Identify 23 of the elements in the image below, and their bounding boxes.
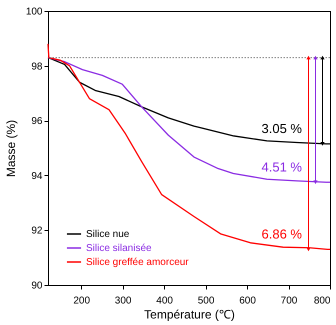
y-tick-label: 90: [31, 280, 43, 292]
legend-label: Silice greffée amorceur: [86, 257, 190, 268]
legend-label: Silice silanisée: [86, 243, 152, 254]
annotation: 4.51 %: [262, 159, 302, 174]
y-axis-title: Masse (%): [4, 120, 18, 178]
y-tick-label: 94: [31, 170, 43, 182]
x-tick-label: 500: [198, 296, 215, 306]
annotation: 6.86 %: [262, 226, 302, 242]
line-series: [47, 43, 331, 252]
y-tick-label: 92: [31, 226, 43, 237]
y-tick-label: 96: [31, 116, 43, 128]
x-tick-label: 300: [114, 296, 132, 306]
x-tick-label: 700: [280, 296, 298, 306]
y-tick-label: 100: [26, 6, 43, 18]
x-axis-title: Température (℃): [144, 308, 235, 322]
x-tick-label: 400: [156, 296, 174, 306]
x-tick-label: 600: [239, 296, 256, 306]
annotation: 3.05 %: [262, 120, 302, 136]
y-tick-label: 98: [31, 61, 43, 72]
legend-label: Silice nue: [86, 229, 130, 240]
x-tick-label: 800: [314, 296, 331, 306]
line-series: [47, 56, 331, 183]
x-tick-label: 200: [73, 296, 90, 306]
